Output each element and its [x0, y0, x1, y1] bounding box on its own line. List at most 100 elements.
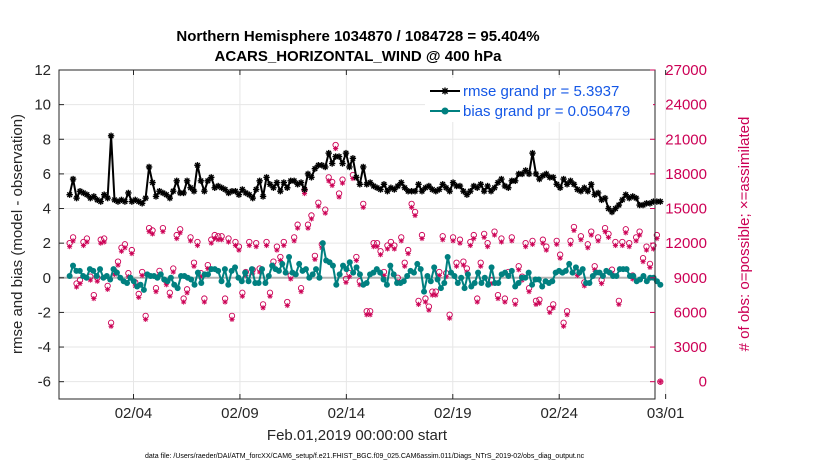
rmse-point — [553, 181, 560, 188]
obs-assimilated-point — [360, 204, 366, 210]
rmse-point — [584, 188, 591, 195]
obs-assimilated-point — [284, 302, 290, 309]
bias-point — [539, 283, 546, 290]
bias-point — [505, 273, 512, 280]
rmse-point — [556, 184, 564, 191]
x-tick-label: 02/24 — [540, 405, 578, 422]
x-tick-label: 02/04 — [115, 405, 153, 422]
bias-point — [417, 266, 424, 273]
obs-assimilated-point — [536, 300, 543, 306]
obs-assimilated-point — [177, 230, 183, 236]
y-left-tick-label: 10 — [34, 97, 51, 114]
obs-assimilated-point — [440, 237, 446, 243]
rmse-point — [360, 163, 367, 171]
obs-assimilated-point — [588, 232, 594, 238]
rmse-point — [73, 194, 80, 202]
rmse-point — [536, 175, 543, 183]
obs-assimilated-point — [405, 250, 411, 257]
y-right-tick-label: 15000 — [665, 201, 707, 218]
y-left-tick-label: 6 — [43, 166, 51, 183]
bias-point — [215, 267, 222, 274]
obs-assimilated-point — [208, 240, 214, 246]
bias-point — [198, 279, 205, 286]
bias-point — [481, 274, 488, 281]
obs-assimilated-point — [236, 247, 242, 253]
bias-point — [454, 279, 461, 286]
obs-assimilated-point — [419, 235, 425, 242]
bias-point — [248, 266, 255, 273]
obs-assimilated-point — [77, 280, 83, 287]
rmse-point — [498, 175, 505, 183]
bias-point — [461, 285, 468, 292]
obs-assimilated-point — [388, 242, 394, 249]
rmse-point — [208, 174, 215, 181]
rmse-point — [467, 188, 474, 195]
y-left-tick-label: 0 — [43, 270, 51, 287]
rmse-point — [560, 175, 567, 183]
rmse-point — [107, 132, 115, 139]
obs-assimilated-point — [647, 264, 653, 270]
obs-assimilated-point — [523, 244, 529, 250]
rmse-point — [201, 188, 208, 195]
rmse-point — [138, 200, 146, 207]
rmse-point — [632, 194, 640, 202]
y-left-tick-label: 2 — [43, 235, 51, 252]
obs-assimilated-point — [108, 323, 114, 329]
obs-assimilated-point — [491, 232, 498, 238]
obs-assimilated-point — [595, 238, 601, 244]
obs-assimilated-point — [194, 242, 201, 249]
obs-assimilated-point — [498, 239, 505, 245]
bias-point — [113, 269, 120, 276]
y-right-tick-label: 24000 — [665, 97, 707, 114]
rmse-point — [277, 188, 284, 195]
bias-point — [508, 267, 515, 274]
bias-point — [566, 260, 573, 267]
rmse-point — [657, 198, 664, 205]
rmse-point — [415, 181, 422, 188]
bias-point — [441, 279, 448, 286]
obs-assimilated-point — [502, 299, 508, 305]
obs-assimilated-point — [329, 182, 335, 189]
rmse-point — [297, 179, 305, 186]
bias-point — [255, 279, 262, 286]
bias-point — [535, 276, 542, 283]
bias-point — [302, 266, 309, 273]
obs-assimilated-point — [339, 180, 346, 186]
obs-assimilated-point — [636, 232, 643, 238]
obs-assimilated-point — [246, 242, 252, 249]
bias-point — [458, 274, 465, 281]
obs-assimilated-point — [374, 244, 380, 250]
rmse-point — [180, 189, 187, 197]
obs-assimilated-point — [415, 301, 422, 307]
bias-point — [265, 273, 272, 280]
rmse-point — [588, 181, 595, 188]
rmse-point — [605, 205, 612, 212]
bias-point — [350, 269, 357, 276]
obs-assimilated-point — [67, 244, 73, 250]
bias-point — [599, 273, 606, 280]
rmse-point — [456, 182, 464, 190]
bias-point — [309, 271, 316, 278]
obs-assimilated-point — [557, 255, 563, 261]
bias-point — [191, 281, 198, 288]
y-left-tick-label: 8 — [43, 131, 51, 148]
obs-assimilated-point — [101, 239, 107, 245]
rmse-point — [308, 174, 315, 181]
rmse-point — [249, 194, 256, 202]
rmse-point — [235, 191, 243, 198]
rmse-point — [194, 162, 201, 169]
obs-assimilated-point — [315, 203, 321, 209]
x-tick-label: 02/19 — [434, 405, 472, 422]
rmse-point — [570, 181, 578, 188]
rmse-point — [239, 186, 246, 193]
obs-assimilated-point — [453, 263, 460, 269]
obs-assimilated-point — [367, 312, 373, 318]
bias-point — [296, 260, 303, 267]
obs-assimilated-point — [288, 276, 294, 282]
y-right-tick-label: 21000 — [665, 131, 707, 148]
obs-assimilated-point — [219, 237, 225, 243]
obs-assimilated-point — [623, 230, 629, 236]
rmse-point — [142, 194, 149, 202]
rmse-point — [173, 177, 180, 185]
